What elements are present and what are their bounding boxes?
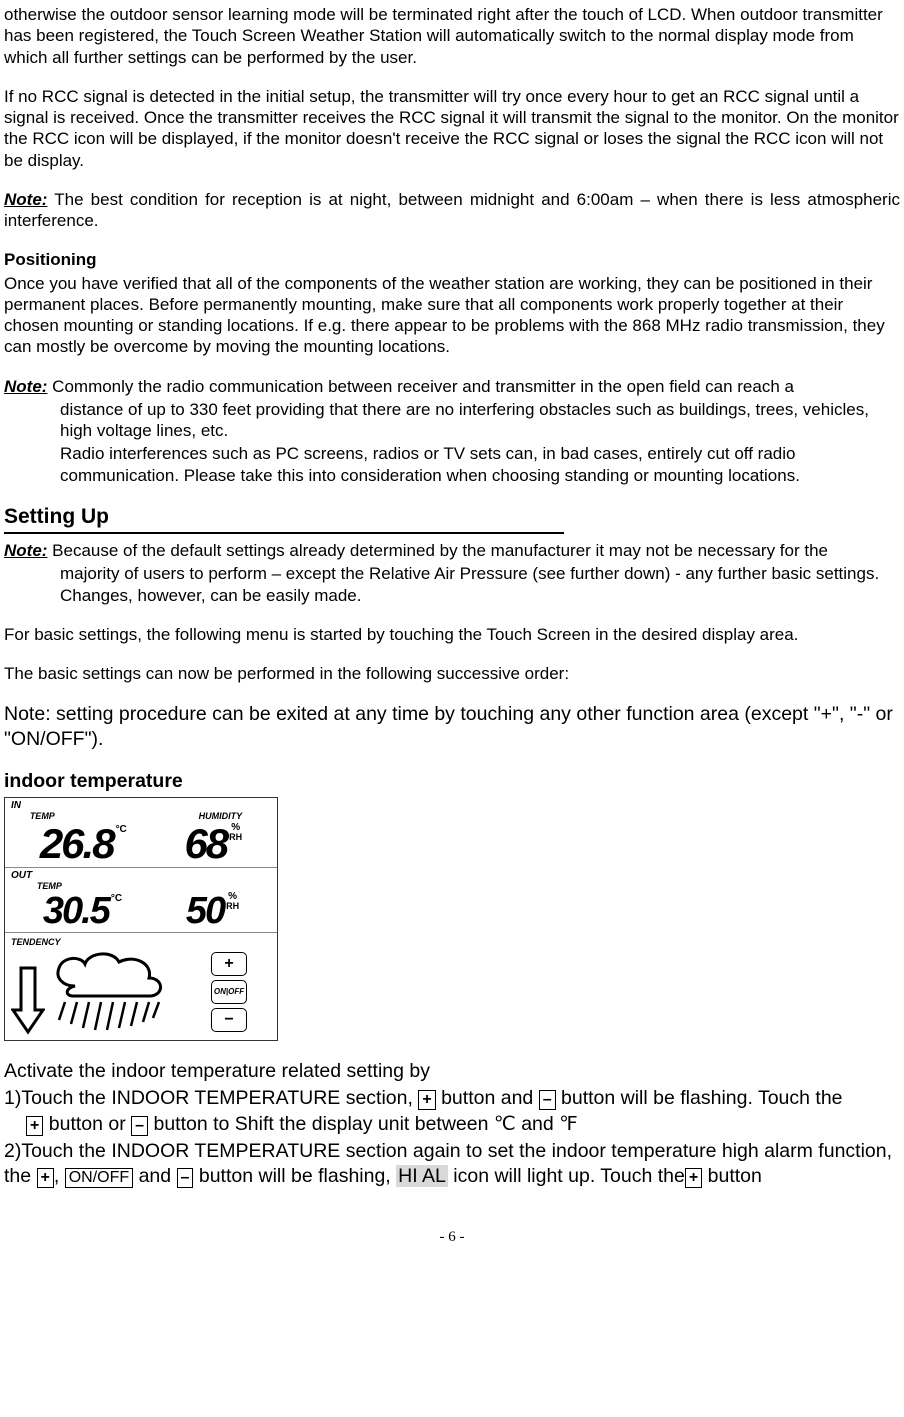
text: button [702, 1165, 762, 1187]
step-1-continued: + button or – button to Shift the displa… [4, 1112, 900, 1137]
minus-button-icon: – [539, 1090, 556, 1110]
text: 1)Touch the INDOOR TEMPERATURE section, [4, 1087, 418, 1109]
lcd-plus-button[interactable]: + [211, 952, 247, 976]
lcd-onoff-button[interactable]: ON|OFF [211, 980, 247, 1004]
text: icon will light up. Touch the [448, 1165, 685, 1187]
lcd-indoor-temp-block: TEMP 26.8 °C [40, 810, 127, 864]
lcd-outdoor-temp-block: TEMP 30.5 °C [43, 880, 122, 930]
lcd-button-column: + ON|OFF − [211, 952, 247, 1032]
step-1: 1)Touch the INDOOR TEMPERATURE section, … [4, 1086, 900, 1110]
lcd-label-in: IN [11, 800, 21, 813]
paragraph: If no RCC signal is detected in the init… [4, 86, 900, 171]
note: Note: The best condition for reception i… [4, 189, 900, 232]
lcd-outdoor-hum-unit: % RH [226, 892, 239, 911]
note-label: Note: [4, 541, 47, 560]
arrow-down-icon [11, 964, 45, 1036]
paragraph: Once you have verified that all of the c… [4, 273, 900, 358]
lcd-outdoor-hum-block: 50 % RH [186, 892, 239, 930]
lcd-label-tendency: TENDENCY [11, 937, 271, 948]
plus-button-icon: + [685, 1168, 702, 1188]
note-text: Because of the default settings already … [47, 541, 828, 560]
note-label: Note: [4, 190, 47, 209]
heading-positioning: Positioning [4, 249, 900, 270]
paragraph: For basic settings, the following menu i… [4, 624, 900, 645]
text: and [133, 1165, 176, 1187]
minus-button-icon: – [177, 1168, 194, 1188]
minus-button-icon: – [131, 1116, 148, 1136]
text: button or [43, 1113, 131, 1135]
lcd-row-indoor: IN TEMP 26.8 °C HUMIDITY 68 % RH [5, 798, 277, 867]
lcd-label-out: OUT [11, 870, 32, 883]
paragraph: otherwise the outdoor sensor learning mo… [4, 4, 900, 68]
note-continued: distance of up to 330 feet providing tha… [4, 399, 900, 442]
heading-setting-up: Setting Up [4, 504, 900, 530]
note: Note: Because of the default settings al… [4, 540, 900, 561]
lcd-indoor-temp-value: 26.8 [40, 823, 114, 865]
hi-al-highlight: HI AL [396, 1165, 448, 1187]
paragraph: The basic settings can now be performed … [4, 663, 900, 684]
text: button to Shift the display unit between [148, 1113, 494, 1135]
lcd-indoor-temp-unit: °C [116, 825, 127, 835]
lcd-minus-button[interactable]: − [211, 1008, 247, 1032]
text: button and [436, 1087, 539, 1109]
divider [4, 532, 564, 534]
plus-button-icon: + [418, 1090, 435, 1110]
plus-button-icon: + [26, 1116, 43, 1136]
rh-label: RH [226, 902, 239, 911]
lcd-diagram: IN TEMP 26.8 °C HUMIDITY 68 % RH [4, 797, 278, 1041]
fahrenheit-icon: ℉ [559, 1114, 578, 1135]
heading-indoor-temp: indoor temperature [4, 769, 900, 793]
note-text: Commonly the radio communication between… [47, 377, 794, 396]
step-2: 2)Touch the INDOOR TEMPERATURE section a… [4, 1139, 900, 1188]
plus-button-icon: + [37, 1168, 54, 1188]
note-continued: majority of users to perform – except th… [4, 563, 900, 606]
paragraph: Note: setting procedure can be exited at… [4, 702, 900, 751]
note-text: The best condition for reception is at n… [4, 190, 900, 230]
text: , [54, 1165, 65, 1187]
page-number: - 6 - [4, 1228, 900, 1247]
lcd-row-outdoor: OUT TEMP 30.5 °C 50 % RH [5, 868, 277, 933]
paragraph: Activate the indoor temperature related … [4, 1059, 900, 1083]
note-continued: Radio interferences such as PC screens, … [4, 443, 900, 486]
rh-label: RH [229, 833, 242, 842]
lcd-row-tendency: TENDENCY + [5, 933, 277, 1040]
onoff-button-icon: ON/OFF [65, 1168, 133, 1188]
lcd-indoor-hum-block: HUMIDITY 68 % RH [184, 810, 242, 864]
celsius-icon: ℃ [494, 1114, 516, 1135]
note: Note: Commonly the radio communication b… [4, 376, 900, 397]
lcd-indoor-hum-value: 68 [184, 823, 227, 865]
note-label: Note: [4, 377, 47, 396]
text: button will be flashing. Touch the [556, 1087, 843, 1109]
lcd-indoor-hum-unit: % RH [229, 823, 242, 842]
text: and [516, 1113, 559, 1135]
lcd-outdoor-temp-unit: °C [111, 894, 122, 904]
lcd-outdoor-temp-value: 30.5 [43, 892, 109, 930]
text: button will be flashing, [193, 1165, 396, 1187]
rain-cloud-icon [45, 948, 205, 1036]
lcd-outdoor-hum-value: 50 [186, 892, 224, 930]
